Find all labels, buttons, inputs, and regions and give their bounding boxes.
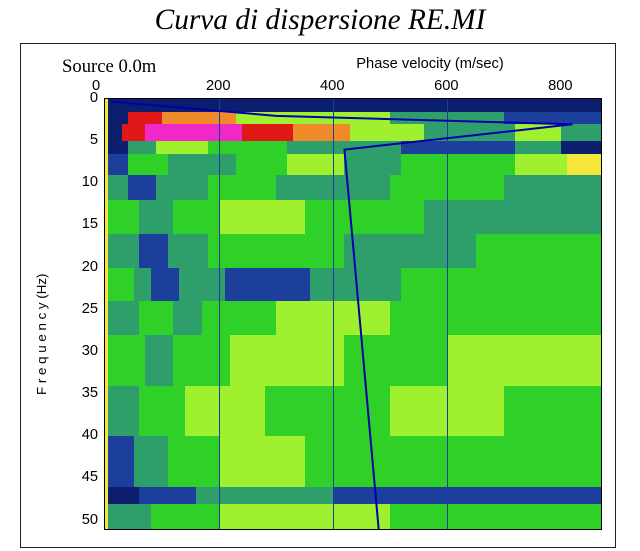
y-tick-label: 30 xyxy=(70,343,98,359)
x-tick-label: 800 xyxy=(548,78,588,94)
plot-area xyxy=(104,98,602,530)
y-tick-label: 40 xyxy=(70,427,98,443)
y-tick-label: 35 xyxy=(70,385,98,401)
y-tick-label: 15 xyxy=(70,216,98,232)
y-tick-label: 20 xyxy=(70,259,98,275)
x-axis-label: Phase velocity (m/sec) xyxy=(320,56,540,72)
y-tick-label: 0 xyxy=(70,90,98,106)
chart-title: Curva di dispersione RE.MI xyxy=(0,4,640,37)
y-tick-label: 5 xyxy=(70,132,98,148)
dispersion-curve xyxy=(105,99,601,529)
chart-page: Curva di dispersione RE.MI Source 0.0m P… xyxy=(0,0,640,551)
y-tick-label: 25 xyxy=(70,301,98,317)
y-tick-label: 50 xyxy=(70,512,98,528)
y-tick-label: 45 xyxy=(70,469,98,485)
x-tick-label: 600 xyxy=(434,78,474,94)
x-tick-label: 400 xyxy=(320,78,360,94)
y-axis-label: F r e q u e n c y (Hz) xyxy=(34,274,49,395)
source-label: Source 0.0m xyxy=(62,56,156,78)
y-tick-label: 10 xyxy=(70,174,98,190)
x-tick-label: 0 xyxy=(92,78,132,94)
x-tick-label: 200 xyxy=(206,78,246,94)
